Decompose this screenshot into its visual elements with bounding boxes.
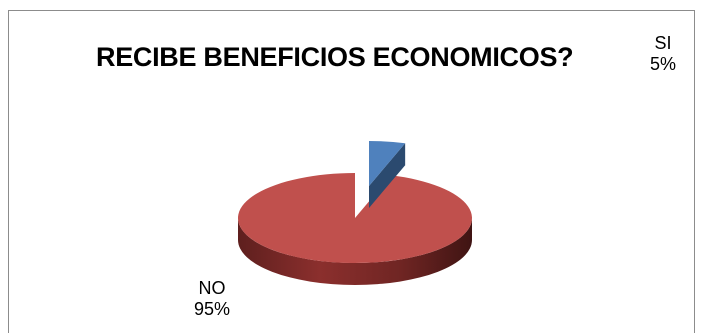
slice-percent-si: 5% [649, 54, 676, 74]
slice-label-no: NO [198, 278, 226, 298]
pie-slice-si [369, 141, 406, 186]
pie-side-no [238, 218, 472, 285]
data-label-si: SI 5% [645, 33, 681, 75]
pie-cut-si [369, 143, 406, 208]
pie-slice-no [238, 173, 472, 264]
data-label-no: NO 95% [187, 278, 237, 320]
slice-percent-no: 95% [193, 299, 231, 319]
slice-label-si: SI [654, 33, 672, 53]
chart-title: RECIBE BENEFICIOS ECONOMICOS? [96, 42, 574, 72]
